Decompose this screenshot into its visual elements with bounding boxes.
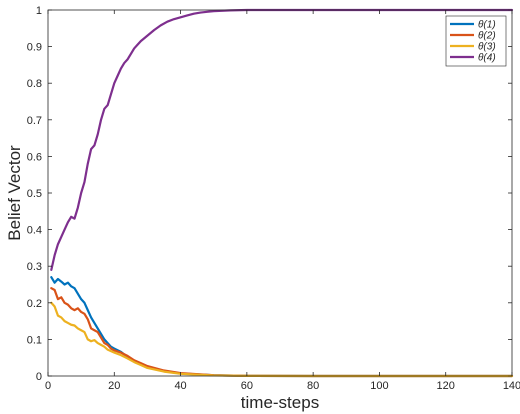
y-axis-label: Belief Vector xyxy=(5,145,24,241)
y-tick-label: 0 xyxy=(36,371,42,383)
series-layer xyxy=(50,8,514,378)
ticks-layer: 0 20 40 60 80 100 120 140 0 0.1 0.2 0.3 0.4 0.5 0.6 0.7… xyxy=(27,5,520,392)
x-tick-label: 80 xyxy=(307,380,319,392)
x-tick-label: 140 xyxy=(503,380,520,392)
plot-background xyxy=(48,10,512,376)
x-tick-label: 60 xyxy=(241,380,253,392)
y-tick-label: 1 xyxy=(36,5,42,17)
x-axis-label: time-steps xyxy=(241,393,319,412)
y-tick-label: 0.4 xyxy=(27,225,42,237)
plot-frame xyxy=(47,9,513,377)
legend-label-2: θ(2) xyxy=(478,31,496,42)
y-tick-label: 0.7 xyxy=(27,115,42,127)
legend: θ(1)θ(2)θ(3)θ(4) xyxy=(445,15,507,67)
x-tick-label: 100 xyxy=(370,380,388,392)
legend-label-4: θ(4) xyxy=(478,53,496,64)
series-line-4 xyxy=(50,8,514,271)
x-tick-label: 0 xyxy=(45,380,51,392)
y-tick-label: 0.3 xyxy=(27,261,42,273)
y-tick-label: 0.2 xyxy=(27,298,42,310)
legend-label-1: θ(1) xyxy=(478,20,496,31)
y-tick-label: 0.5 xyxy=(27,188,42,200)
y-tick-label: 0.8 xyxy=(27,78,42,90)
x-tick-label: 20 xyxy=(108,380,120,392)
series-line-3 xyxy=(50,301,514,378)
legend-label-3: θ(3) xyxy=(478,42,496,53)
y-tick-label: 0.1 xyxy=(27,334,42,346)
x-tick-label: 120 xyxy=(437,380,455,392)
y-tick-label: 0.6 xyxy=(27,151,42,163)
y-tick-label: 0.9 xyxy=(27,42,42,54)
x-tick-label: 40 xyxy=(174,380,186,392)
